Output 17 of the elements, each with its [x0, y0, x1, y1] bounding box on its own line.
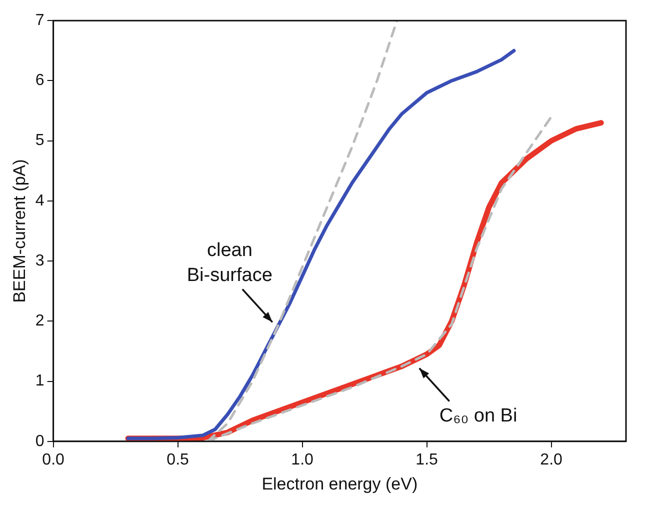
y-tick-label: 7	[35, 12, 44, 30]
x-tick-label: 0.5	[166, 451, 190, 468]
y-tick-label: 6	[35, 72, 44, 90]
y-tick-label: 2	[35, 312, 44, 330]
y-tick-label: 5	[35, 132, 44, 150]
annotation: C₆₀ on Bi	[439, 405, 518, 426]
annotation: clean Bi-surface	[186, 240, 272, 286]
x-tick-label: 1.0	[291, 451, 314, 468]
y-tick-label: 4	[35, 192, 44, 210]
y-axis-title: BEEM-current (pA)	[10, 159, 29, 303]
x-axis-title: Electron energy (eV)	[262, 474, 418, 494]
x-tick-label: 0.0	[42, 451, 65, 468]
y-tick-label: 1	[35, 372, 44, 390]
y-tick-label: 0	[35, 432, 44, 450]
y-tick-label: 3	[35, 252, 44, 270]
x-tick-label: 2.0	[540, 451, 563, 468]
x-tick-label: 1.5	[416, 451, 438, 468]
